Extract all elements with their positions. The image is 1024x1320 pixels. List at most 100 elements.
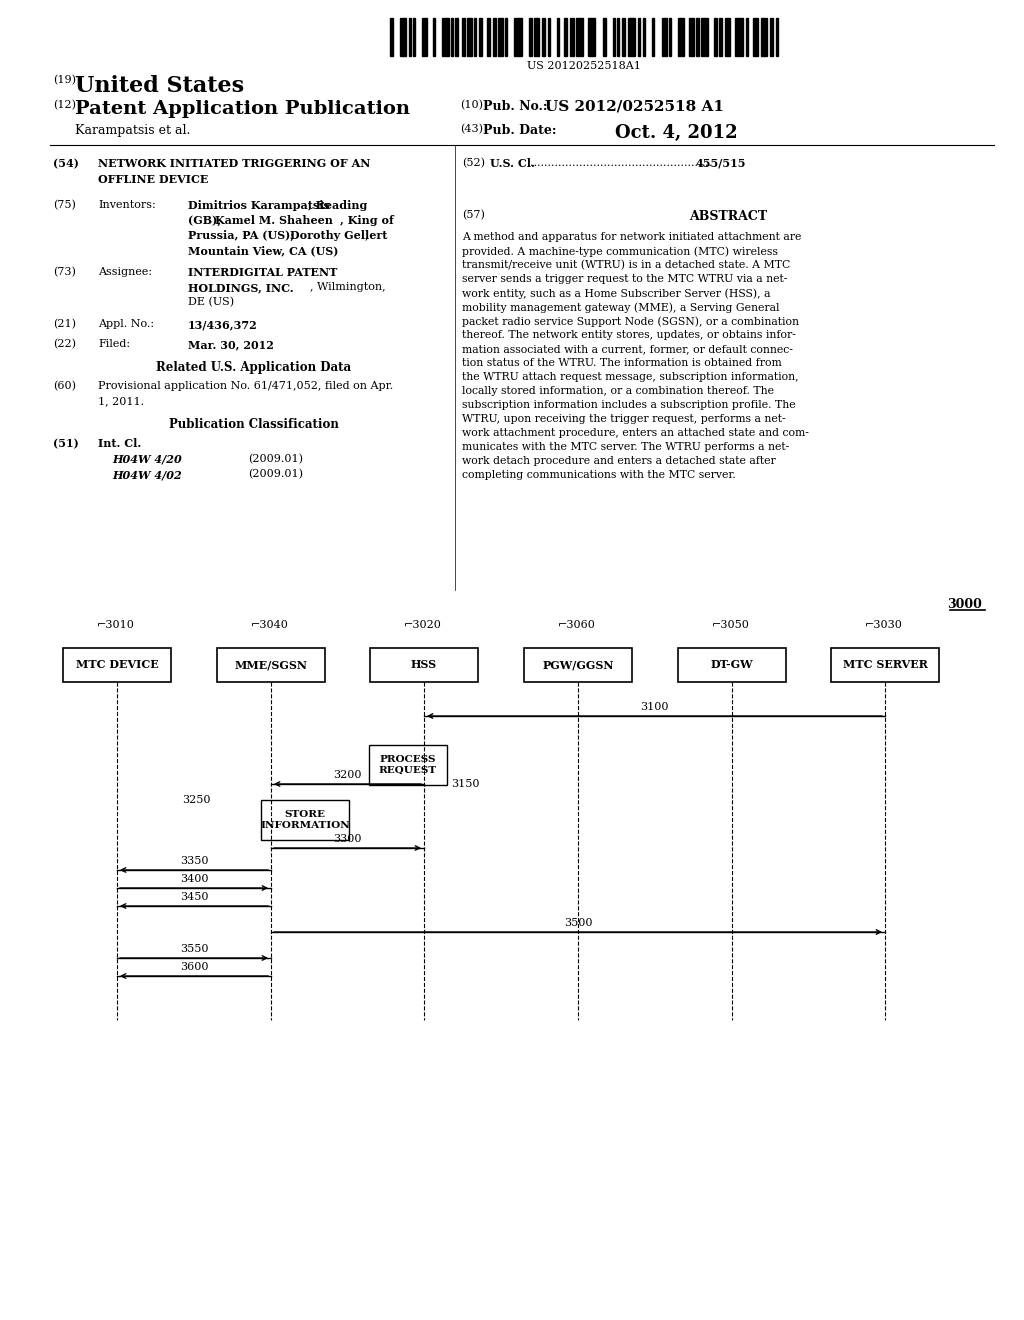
Text: HOLDINGS, INC.: HOLDINGS, INC. — [188, 282, 294, 293]
Text: NETWORK INITIATED TRIGGERING OF AN: NETWORK INITIATED TRIGGERING OF AN — [98, 158, 371, 169]
Text: 3000: 3000 — [947, 598, 982, 611]
Bar — [487, 18, 489, 55]
Text: (43): (43) — [460, 124, 483, 135]
Bar — [217, 648, 325, 682]
Text: Mar. 30, 2012: Mar. 30, 2012 — [188, 339, 273, 350]
Text: (2009.01): (2009.01) — [248, 469, 303, 479]
Bar — [432, 18, 434, 55]
Text: WTRU, upon receiving the trigger request, performs a net-: WTRU, upon receiving the trigger request… — [462, 414, 785, 424]
Text: (75): (75) — [53, 201, 76, 210]
Bar — [63, 648, 171, 682]
Bar — [643, 18, 645, 55]
Text: ....................................................: ........................................… — [530, 158, 712, 168]
Text: Patent Application Publication: Patent Application Publication — [75, 100, 410, 117]
Text: PGW/GGSN: PGW/GGSN — [543, 660, 613, 671]
Bar — [678, 18, 684, 55]
Text: Pub. Date:: Pub. Date: — [483, 124, 556, 137]
Bar — [498, 18, 503, 55]
Bar — [535, 18, 540, 55]
Text: (22): (22) — [53, 339, 76, 350]
Bar — [474, 18, 476, 55]
Text: Mountain View, CA (US): Mountain View, CA (US) — [188, 246, 338, 256]
Text: Int. Cl.: Int. Cl. — [98, 438, 141, 449]
Text: mation associated with a current, former, or default connec-: mation associated with a current, former… — [462, 345, 793, 354]
Text: STORE
INFORMATION: STORE INFORMATION — [260, 810, 350, 830]
Bar — [422, 18, 427, 55]
Text: (54): (54) — [53, 158, 79, 169]
Bar — [735, 18, 742, 55]
Text: Prussia, PA (US);: Prussia, PA (US); — [188, 230, 294, 242]
Text: (19): (19) — [53, 75, 76, 86]
Text: (2009.01): (2009.01) — [248, 454, 303, 465]
Bar — [678, 648, 786, 682]
Text: Oct. 4, 2012: Oct. 4, 2012 — [615, 124, 737, 143]
Bar — [370, 648, 478, 682]
Text: Provisional application No. 61/471,052, filed on Apr.: Provisional application No. 61/471,052, … — [98, 381, 393, 391]
Text: 3350: 3350 — [180, 855, 208, 866]
Bar — [714, 18, 717, 55]
Text: Karampatsis et al.: Karampatsis et al. — [75, 124, 190, 137]
Text: mobility management gateway (MME), a Serving General: mobility management gateway (MME), a Ser… — [462, 302, 779, 313]
Bar — [638, 18, 640, 55]
Text: INTERDIGITAL PATENT: INTERDIGITAL PATENT — [188, 267, 337, 279]
Text: Related U.S. Application Data: Related U.S. Application Data — [157, 360, 351, 374]
Bar — [442, 18, 450, 55]
Text: 3500: 3500 — [564, 917, 592, 928]
Text: Assignee:: Assignee: — [98, 267, 153, 277]
Bar — [543, 18, 545, 55]
Text: 13/436,372: 13/436,372 — [188, 319, 258, 330]
Bar — [524, 648, 632, 682]
Text: (21): (21) — [53, 319, 76, 329]
Bar — [261, 800, 349, 840]
Bar — [529, 18, 532, 55]
Text: ⌐3050: ⌐3050 — [712, 620, 750, 630]
Text: (73): (73) — [53, 267, 76, 277]
Text: MTC DEVICE: MTC DEVICE — [76, 660, 159, 671]
Text: ⌐3030: ⌐3030 — [865, 620, 903, 630]
Bar — [603, 18, 606, 55]
Bar — [400, 18, 406, 55]
Bar — [493, 18, 496, 55]
Text: Kamel M. Shaheen: Kamel M. Shaheen — [215, 215, 333, 226]
Bar — [613, 18, 615, 55]
Bar — [548, 18, 550, 55]
Text: Publication Classification: Publication Classification — [169, 418, 339, 432]
Text: 1, 2011.: 1, 2011. — [98, 396, 144, 407]
Text: the WTRU attach request message, subscription information,: the WTRU attach request message, subscri… — [462, 372, 799, 381]
Text: work detach procedure and enters a detached state after: work detach procedure and enters a detac… — [462, 455, 776, 466]
Text: 3400: 3400 — [180, 874, 208, 884]
Text: H04W 4/02: H04W 4/02 — [112, 469, 181, 480]
Text: ABSTRACT: ABSTRACT — [689, 210, 767, 223]
Bar — [514, 18, 522, 55]
Bar — [776, 18, 778, 55]
Bar — [617, 18, 620, 55]
Bar — [413, 18, 415, 55]
Bar — [564, 18, 567, 55]
Text: work attachment procedure, enters an attached state and com-: work attachment procedure, enters an att… — [462, 428, 809, 438]
Text: ⌐3020: ⌐3020 — [404, 620, 442, 630]
Text: , King of: , King of — [340, 215, 394, 226]
Text: OFFLINE DEVICE: OFFLINE DEVICE — [98, 174, 208, 185]
Text: , Reading: , Reading — [308, 201, 368, 211]
Text: Dimitrios Karampatsis: Dimitrios Karampatsis — [188, 201, 330, 211]
Text: Appl. No.:: Appl. No.: — [98, 319, 155, 329]
Text: ,: , — [365, 230, 369, 240]
Bar — [456, 18, 459, 55]
Text: Dorothy Gellert: Dorothy Gellert — [290, 230, 387, 242]
Text: Filed:: Filed: — [98, 339, 130, 348]
Bar — [696, 18, 699, 55]
Text: 3300: 3300 — [333, 834, 361, 843]
Bar — [369, 744, 447, 785]
Text: (12): (12) — [53, 100, 76, 111]
Text: US 20120252518A1: US 20120252518A1 — [526, 61, 641, 71]
Text: 3100: 3100 — [640, 702, 669, 711]
Bar — [652, 18, 654, 55]
Bar — [452, 18, 454, 55]
Text: Inventors:: Inventors: — [98, 201, 156, 210]
Text: work entity, such as a Home Subscriber Server (HSS), a: work entity, such as a Home Subscriber S… — [462, 288, 770, 298]
Text: ⌐3010: ⌐3010 — [97, 620, 135, 630]
Text: US 2012/0252518 A1: US 2012/0252518 A1 — [545, 100, 724, 114]
Bar — [761, 18, 767, 55]
Text: DE (US): DE (US) — [188, 297, 234, 308]
Text: ⌐3040: ⌐3040 — [251, 620, 289, 630]
